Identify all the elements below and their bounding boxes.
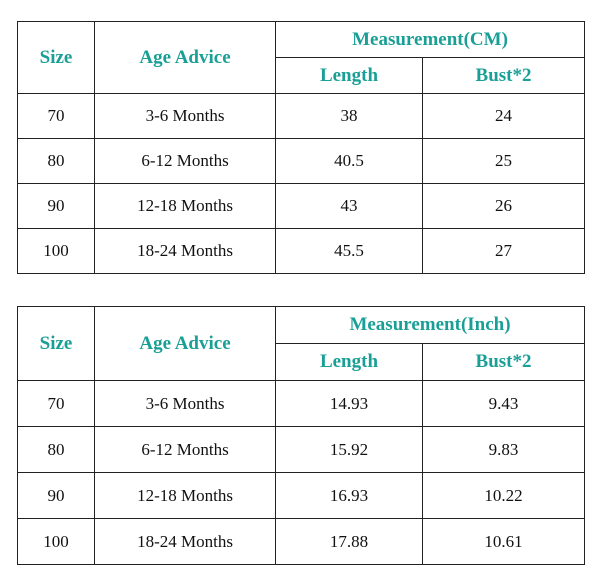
cell-bust: 9.83 — [422, 426, 585, 473]
cell-age: 6-12 Months — [94, 138, 276, 184]
table-row: 90 12-18 Months 16.93 10.22 — [17, 472, 585, 519]
header-size: Size — [17, 21, 95, 94]
header-length: Length — [275, 57, 423, 94]
header-row: Size Age Advice Measurement(Inch) — [17, 306, 585, 381]
cell-age: 3-6 Months — [94, 93, 276, 139]
header-row: Length Bust*2 — [18, 343, 585, 381]
cell-size: 90 — [17, 183, 95, 229]
cell-length: 45.5 — [275, 228, 423, 274]
header-row: Size Age Advice Measurement(CM) — [17, 21, 586, 94]
cell-length: 17.88 — [275, 518, 423, 565]
cell-bust: 27 — [421, 228, 586, 274]
cell-size: 70 — [17, 93, 95, 139]
cell-size: 80 — [17, 426, 95, 473]
header-bust: Bust*2 — [421, 57, 586, 94]
cell-length: 43 — [275, 183, 423, 229]
table-row: 90 12-18 Months 43 26 — [17, 183, 586, 229]
cell-age: 12-18 Months — [94, 472, 276, 519]
cell-bust: 26 — [421, 183, 586, 229]
cell-age: 12-18 Months — [94, 183, 276, 229]
cell-bust: 24 — [421, 93, 586, 139]
cell-size: 70 — [17, 380, 95, 427]
header-measurement: Measurement(Inch) — [275, 306, 585, 344]
cell-size: 100 — [17, 228, 95, 274]
size-chart-cm: Size Age Advice Measurement(CM) Length B… — [17, 21, 586, 274]
cell-length: 40.5 — [275, 138, 423, 184]
header-size: Size — [17, 306, 95, 381]
size-chart-inch: Size Age Advice Measurement(Inch) Length… — [17, 306, 585, 565]
cell-size: 90 — [17, 472, 95, 519]
header-age-advice: Age Advice — [94, 306, 276, 381]
cell-length: 38 — [275, 93, 423, 139]
table-row: 70 3-6 Months 14.93 9.43 — [17, 380, 585, 427]
cell-age: 6-12 Months — [94, 426, 276, 473]
cell-length: 14.93 — [275, 380, 423, 427]
cell-size: 80 — [17, 138, 95, 184]
cell-age: 18-24 Months — [94, 228, 276, 274]
cell-age: 3-6 Months — [94, 380, 276, 427]
header-bust: Bust*2 — [422, 343, 585, 381]
table-row: 100 18-24 Months 45.5 27 — [17, 228, 586, 274]
header-measurement: Measurement(CM) — [274, 21, 586, 58]
cell-bust: 10.22 — [422, 472, 585, 519]
table-row: 80 6-12 Months 15.92 9.83 — [17, 426, 585, 473]
cell-bust: 25 — [421, 138, 586, 184]
cell-bust: 9.43 — [422, 380, 585, 427]
cell-bust: 10.61 — [422, 518, 585, 565]
header-age-advice: Age Advice — [94, 21, 276, 94]
table-row: 100 18-24 Months 17.88 10.61 — [17, 518, 585, 565]
header-row: Length Bust*2 — [18, 57, 586, 94]
cell-age: 18-24 Months — [94, 518, 276, 565]
cell-size: 100 — [17, 518, 95, 565]
cell-length: 15.92 — [275, 426, 423, 473]
table-row: 70 3-6 Months 38 24 — [17, 93, 586, 139]
cell-length: 16.93 — [275, 472, 423, 519]
table-row: 80 6-12 Months 40.5 25 — [17, 138, 586, 184]
header-length: Length — [275, 343, 423, 381]
